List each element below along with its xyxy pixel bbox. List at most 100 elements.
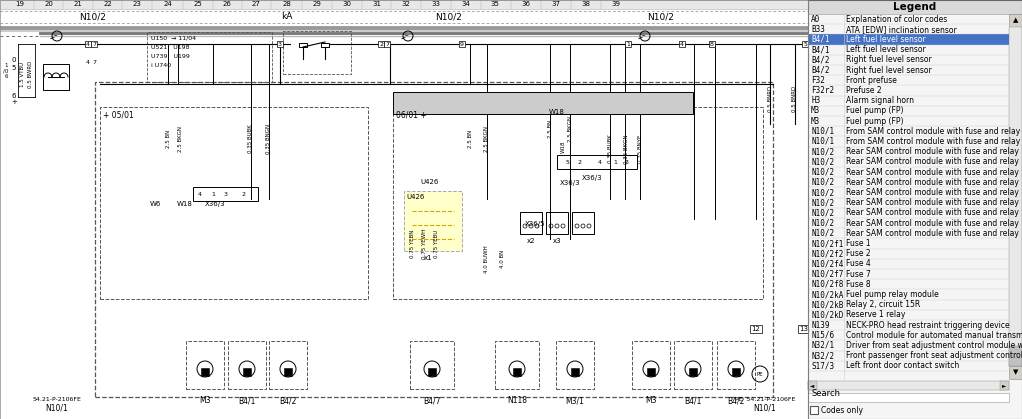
Bar <box>810 406 818 414</box>
Text: U426: U426 <box>421 179 439 185</box>
Bar <box>186 341 224 389</box>
Text: 06/01 +: 06/01 + <box>396 110 427 119</box>
Text: Relay 2, circuit 15R: Relay 2, circuit 15R <box>846 300 920 309</box>
Text: M3: M3 <box>645 396 657 405</box>
Text: Legend: Legend <box>893 2 936 12</box>
Text: U521   U198: U521 U198 <box>151 45 189 50</box>
Text: N32/2: N32/2 <box>811 351 834 360</box>
Text: B4/2: B4/2 <box>279 396 296 405</box>
Bar <box>1009 366 1022 379</box>
Text: Fuel pump relay module: Fuel pump relay module <box>846 290 939 299</box>
Text: Rear SAM control module with fuse and relay module: Rear SAM control module with fuse and re… <box>846 229 1022 238</box>
Text: Explanation of color codes: Explanation of color codes <box>846 15 947 23</box>
Text: N10/2: N10/2 <box>811 158 834 166</box>
Text: B4/2: B4/2 <box>728 396 745 405</box>
Text: F32: F32 <box>811 76 825 85</box>
Text: F32r2: F32r2 <box>811 86 834 95</box>
Text: 1: 1 <box>212 191 215 197</box>
Text: x2: x2 <box>526 238 536 244</box>
Text: ▲: ▲ <box>1013 18 1018 23</box>
Text: 2.5 BKGN: 2.5 BKGN <box>567 116 572 142</box>
Text: W18: W18 <box>549 109 565 115</box>
Text: Alarm signal horn: Alarm signal horn <box>846 96 914 105</box>
Text: 24: 24 <box>164 2 173 8</box>
Text: 0.5 BNRD: 0.5 BNRD <box>768 86 773 112</box>
Text: kA: kA <box>281 13 292 21</box>
Text: X36/5: X36/5 <box>524 221 546 227</box>
Text: N10/2: N10/2 <box>811 178 834 187</box>
Text: Fuse 4: Fuse 4 <box>846 259 871 269</box>
Text: 4: 4 <box>86 59 90 65</box>
Text: Front prefuse: Front prefuse <box>846 76 897 85</box>
Text: W18: W18 <box>560 141 565 153</box>
Text: 2: 2 <box>578 160 582 165</box>
Bar <box>393 92 693 114</box>
Text: N32/1: N32/1 <box>811 341 834 350</box>
Bar <box>571 368 579 376</box>
Bar <box>717 341 755 389</box>
Bar <box>808 0 1022 14</box>
Text: Search: Search <box>811 388 840 398</box>
Text: B33: B33 <box>811 25 825 34</box>
Text: 5: 5 <box>803 41 807 47</box>
Text: NECK-PRO head restraint triggering device: NECK-PRO head restraint triggering devic… <box>846 321 1010 330</box>
Text: Fuel pump (FP): Fuel pump (FP) <box>846 116 903 126</box>
Text: 1: 1 <box>613 160 617 165</box>
Text: x1: x1 <box>424 255 432 261</box>
Bar <box>410 341 454 389</box>
Text: Codes only: Codes only <box>821 406 863 414</box>
Text: Left front door contact switch: Left front door contact switch <box>846 362 960 370</box>
Text: N10/1: N10/1 <box>46 403 68 412</box>
Bar <box>147 32 272 82</box>
Text: 0.35 BUBK: 0.35 BUBK <box>248 124 253 153</box>
Text: Prefuse 2: Prefuse 2 <box>846 86 882 95</box>
Bar <box>284 368 292 376</box>
Text: N10/2kD: N10/2kD <box>811 310 843 319</box>
Text: 35: 35 <box>491 2 500 8</box>
Bar <box>193 187 258 201</box>
Text: 0.5 BWRD: 0.5 BWRD <box>28 60 33 88</box>
Text: 6
+: 6 + <box>11 93 17 106</box>
Text: M3: M3 <box>199 396 211 405</box>
Text: N118: N118 <box>507 396 527 405</box>
Text: N10/2: N10/2 <box>811 168 834 176</box>
Text: From SAM control module with fuse and relay modu: From SAM control module with fuse and re… <box>846 127 1022 136</box>
Text: 25: 25 <box>193 2 202 8</box>
Text: 23: 23 <box>132 2 141 8</box>
Text: Rear SAM control module with fuse and relay module: Rear SAM control module with fuse and re… <box>846 208 1022 217</box>
Text: Fuse 8: Fuse 8 <box>846 280 871 289</box>
Text: Rear SAM control module with fuse and relay module: Rear SAM control module with fuse and re… <box>846 168 1022 176</box>
Bar <box>0 0 808 419</box>
Bar <box>283 31 351 74</box>
Text: x3: x3 <box>553 238 561 244</box>
Text: ATA [EDW] inclination sensor: ATA [EDW] inclination sensor <box>846 25 957 34</box>
Text: 0.5 BNRD: 0.5 BNRD <box>792 86 797 112</box>
Text: N10/2: N10/2 <box>811 229 834 238</box>
Text: X36/3: X36/3 <box>582 175 602 181</box>
Text: 31: 31 <box>372 2 381 8</box>
Bar <box>0 0 808 9</box>
Text: M3: M3 <box>811 116 821 126</box>
Text: Rear SAM control module with fuse and relay module: Rear SAM control module with fuse and re… <box>846 219 1022 228</box>
Text: From SAM control module with fuse and relay modu: From SAM control module with fuse and re… <box>846 137 1022 146</box>
Text: N139: N139 <box>811 321 830 330</box>
Bar <box>43 64 69 90</box>
Text: B4/7: B4/7 <box>423 396 440 405</box>
Text: N10/2f1: N10/2f1 <box>811 239 843 248</box>
Text: N10/2f7: N10/2f7 <box>811 269 843 279</box>
Text: 29: 29 <box>313 2 321 8</box>
Text: W6: W6 <box>149 201 160 207</box>
Text: Driver from seat adjustment control module with me: Driver from seat adjustment control modu… <box>846 341 1022 350</box>
Text: 1
/0
6: 1 /0 6 <box>3 63 9 79</box>
Bar <box>808 0 1022 419</box>
Bar <box>546 212 568 234</box>
Text: B4/1: B4/1 <box>811 35 830 44</box>
Text: 26: 26 <box>223 2 232 8</box>
Text: N10/2: N10/2 <box>80 13 106 21</box>
Text: 2: 2 <box>379 41 383 47</box>
Text: 27: 27 <box>251 2 261 8</box>
Bar <box>673 341 712 389</box>
Text: 7: 7 <box>92 59 96 65</box>
Text: Rear SAM control module with fuse and relay module: Rear SAM control module with fuse and re… <box>846 178 1022 187</box>
Bar <box>243 368 251 376</box>
